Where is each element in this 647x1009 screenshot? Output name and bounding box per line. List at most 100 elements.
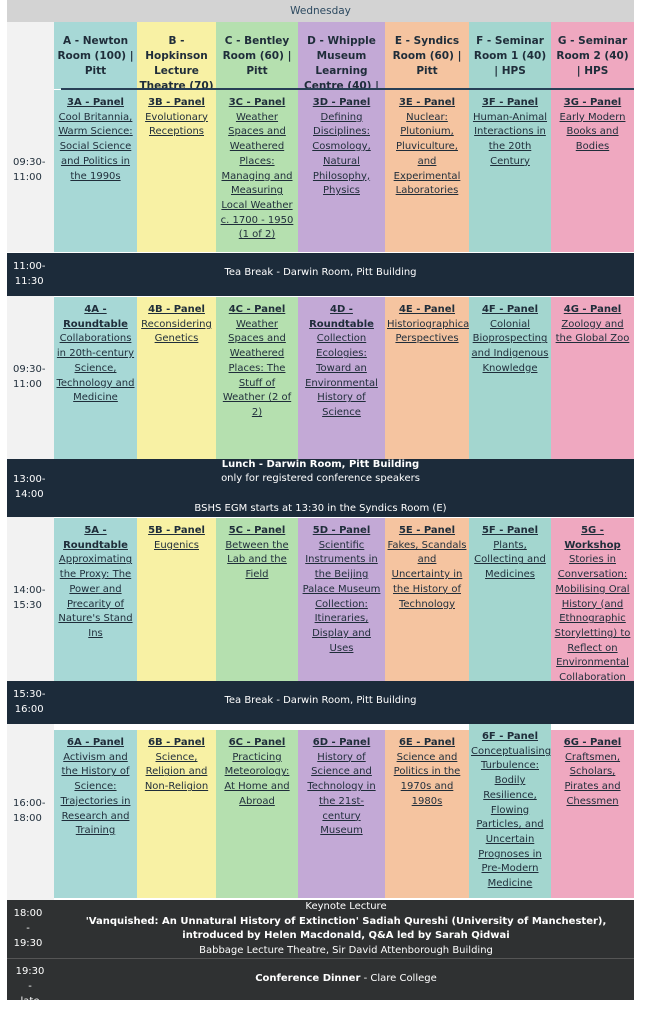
session-title-link[interactable]: Cool Britannia, Warm Science: Social Sci… (58, 111, 133, 182)
tea-break-label: Tea Break - Darwin Room, Pitt Building (224, 267, 417, 278)
session-code-link[interactable]: 4B - Panel (148, 304, 205, 315)
session-title-link[interactable]: Colonial Bioprospecting and Indigenous K… (471, 318, 549, 374)
session-cell-5a[interactable]: 5A - Roundtable Approximating the Proxy: … (54, 518, 137, 681)
session-code-link[interactable]: 3C - Panel (228, 97, 286, 108)
session-title-link[interactable]: Defining Disciplines: Cosmology, Natural… (312, 111, 371, 197)
session-code-link[interactable]: 6D - Panel (312, 737, 371, 748)
session-code-link[interactable]: 6A - Panel (67, 737, 124, 748)
session-cell-4e[interactable]: 4E - Panel Historiographical Perspectives (385, 297, 469, 459)
session-title-link[interactable]: Early Modern Books and Bodies (559, 111, 626, 153)
session-title-link[interactable]: Collection Ecologies: Toward an Environm… (305, 333, 378, 418)
session-title-link[interactable]: Weather Spaces and Weathered Places: The… (222, 318, 292, 418)
room-header-f: F - Seminar Room 1 (40) | HPS (469, 22, 551, 89)
session-title-link[interactable]: Approximating the Proxy: The Power and P… (58, 554, 133, 639)
session-title-link[interactable]: Reconsidering Genetics (141, 318, 212, 345)
session-cell-3c[interactable]: 3C - Panel Weather Spaces and Weathered P… (216, 90, 298, 252)
session-title-link[interactable]: Activism and the History of Science: Tra… (60, 751, 131, 837)
session-cell-3a[interactable]: 3A - Panel Cool Britannia, Warm Science: … (54, 90, 137, 252)
header-divider (61, 88, 634, 90)
session-cell-4a[interactable]: 4A - Roundtable Collaborations in 20th-ce… (54, 297, 137, 459)
room-header-c: C - Bentley Room (60) | Pitt (216, 22, 298, 89)
session-cell-6d[interactable]: 6D - Panel History of Science and Technol… (298, 730, 385, 898)
session-cell-6c[interactable]: 6C - Panel Practicing Meteorology: At Hom… (216, 730, 298, 898)
session-code-link[interactable]: 3F - Panel (481, 97, 539, 108)
session-cell-4d[interactable]: 4D - Roundtable Collection Ecologies: Tow… (298, 297, 385, 459)
session-code-link[interactable]: 5F - Panel (481, 525, 539, 536)
session-title-link[interactable]: Practicing Meteorology: At Home and Abro… (224, 751, 290, 807)
session-code-link[interactable]: 5C - Panel (228, 525, 286, 536)
session-cell-5f[interactable]: 5F - Panel Plants, Collecting and Medicin… (469, 518, 551, 681)
session-cell-3e[interactable]: 3E - Panel Nuclear: Plutonium, Pluvicultu… (385, 90, 469, 252)
session-cell-3d[interactable]: 3D - Panel Defining Disciplines: Cosmolog… (298, 90, 385, 252)
session-code-link[interactable]: 6C - Panel (228, 737, 286, 748)
session-code-link[interactable]: 3D - Panel (312, 97, 371, 108)
session-code-link[interactable]: 4G - Panel (563, 304, 622, 315)
session-cell-6e[interactable]: 6E - Panel Science and Politics in the 19… (385, 730, 469, 898)
time-start: 14:00- (13, 585, 46, 596)
session-code-link[interactable]: 4E - Panel (398, 304, 456, 315)
session-title-link[interactable]: Scientific Instruments in the Beijing Pa… (302, 539, 381, 654)
time-start: 15:30- (13, 689, 46, 700)
time-dash: - (28, 981, 32, 992)
schedule-table: Wednesday A - Newton Room (100) | Pitt B … (7, 0, 634, 1007)
session-code-link[interactable]: 3E - Panel (398, 97, 456, 108)
session-title-link[interactable]: Craftsmen, Scholars, Pirates and Chessme… (564, 751, 621, 807)
session-code-link[interactable]: 6B - Panel (148, 737, 205, 748)
session-cell-6b[interactable]: 6B - Panel Science, Religion and Non-Reli… (137, 730, 216, 898)
time-end: 14:00 (14, 489, 44, 500)
session-cell-4g[interactable]: 4G - Panel Zoology and the Global Zoo (551, 297, 634, 459)
room-header-e: E - Syndics Room (60) | Pitt (385, 22, 469, 89)
session-cell-5c[interactable]: 5C - Panel Between the Lab and the Field (216, 518, 298, 681)
session-code-link[interactable]: 3G - Panel (563, 97, 622, 108)
time-gutter-header (7, 22, 54, 89)
session-cell-4c[interactable]: 4C - Panel Weather Spaces and Weathered P… (216, 297, 298, 459)
session-title-link[interactable]: Eugenics (154, 539, 199, 551)
session-code-link[interactable]: 5E - Panel (398, 525, 456, 536)
session-title-link[interactable]: Science and Politics in the 1970s and 19… (393, 751, 461, 807)
dinner-row: 19:30 - late Conference Dinner - Clare C… (7, 958, 634, 1007)
time-end: 11:30 (14, 276, 44, 287)
time-cell-session-4: 09:30- 11:00 (7, 296, 54, 459)
session-title-link[interactable]: Nuclear: Plutonium, Pluviculture, and Ex… (393, 111, 461, 197)
session-code-link[interactable]: 6E - Panel (398, 737, 456, 748)
session-cell-4b[interactable]: 4B - Panel Reconsidering Genetics (137, 297, 216, 459)
session-title-link[interactable]: Conceptualising Turbulence: Bodily Resil… (471, 745, 551, 890)
session-code-link[interactable]: 4C - Panel (228, 304, 286, 315)
session-title-link[interactable]: Collaborations in 20th-century Science, … (56, 333, 135, 404)
session-title-link[interactable]: Between the Lab and the Field (225, 539, 289, 581)
session-cell-6f[interactable]: 6F - Panel Conceptualising Turbulence: Bo… (469, 724, 551, 898)
session-code-link[interactable]: 4F - Panel (481, 304, 539, 315)
session-title-link[interactable]: Fakes, Scandals and Uncertainty in the H… (387, 539, 467, 610)
session-cell-3f[interactable]: 3F - Panel Human-Animal Interactions in t… (469, 90, 551, 252)
session-cell-4f[interactable]: 4F - Panel Colonial Bioprospecting and In… (469, 297, 551, 459)
session-code-link[interactable]: 6G - Panel (563, 737, 622, 748)
session-title-link[interactable]: Human-Animal Interactions in the 20th Ce… (472, 111, 548, 167)
session-cell-5e[interactable]: 5E - Panel Fakes, Scandals and Uncertaint… (385, 518, 469, 681)
session-code-link[interactable]: 3B - Panel (148, 97, 205, 108)
session-code-link[interactable]: 6F - Panel (481, 731, 539, 742)
session-cell-5b[interactable]: 5B - Panel Eugenics (137, 518, 216, 681)
session-cell-6a[interactable]: 6A - Panel Activism and the History of Sc… (54, 730, 137, 898)
session-code-link[interactable]: 4D - Roundtable (309, 304, 374, 330)
session-code-link[interactable]: 4A - Roundtable (63, 304, 128, 330)
session-cell-3g[interactable]: 3G - Panel Early Modern Books and Bodies (551, 90, 634, 252)
session-title-link[interactable]: Plants, Collecting and Medicines (474, 539, 546, 581)
keynote-row: 18:00 - 19:30 Keynote Lecture 'Vanquishe… (7, 900, 634, 958)
session-cell-6g[interactable]: 6G - Panel Craftsmen, Scholars, Pirates a… (551, 730, 634, 898)
session-title-link[interactable]: Historiographical Perspectives (387, 318, 469, 345)
session-title-link[interactable]: History of Science and Technology in the… (307, 751, 376, 837)
session-title-link[interactable]: Zoology and the Global Zoo (555, 318, 630, 345)
session-code-link[interactable]: 5A - Roundtable (63, 525, 128, 551)
session-code-link[interactable]: 3A - Panel (67, 97, 124, 108)
session-cell-5g[interactable]: 5G - Workshop Stories in Conversation: Mo… (551, 518, 634, 681)
session-code-link[interactable]: 5G - Workshop (564, 525, 621, 551)
session-title-link[interactable]: Stories in Conversation: Mobilising Oral… (554, 554, 631, 681)
session-code-link[interactable]: 5D - Panel (312, 525, 371, 536)
session-title-link[interactable]: Weather Spaces and Weathered Places: Man… (220, 111, 294, 241)
session-title-link[interactable]: Evolutionary Receptions (145, 111, 208, 138)
session-cell-3b[interactable]: 3B - Panel Evolutionary Receptions (137, 90, 216, 252)
session-title-link[interactable]: Science, Religion and Non-Religion (144, 751, 209, 793)
time-end: late (20, 996, 40, 1007)
session-cell-5d[interactable]: 5D - Panel Scientific Instruments in the … (298, 518, 385, 681)
session-code-link[interactable]: 5B - Panel (148, 525, 205, 536)
